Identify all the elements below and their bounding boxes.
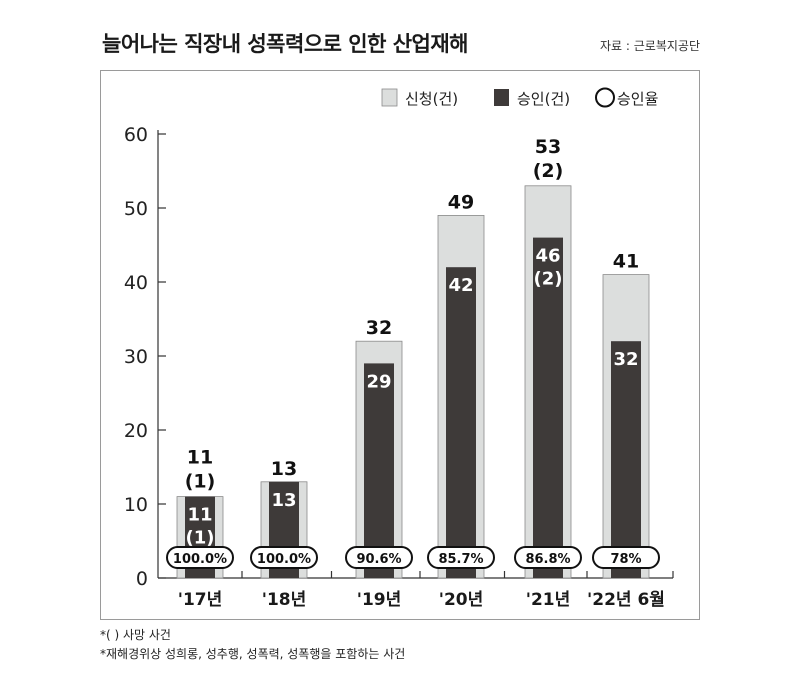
x-category-label: '17년 bbox=[178, 590, 223, 610]
x-category-label: '21년 bbox=[526, 590, 571, 610]
chart-frame bbox=[100, 70, 700, 620]
legend-approved-label: 승인(건) bbox=[517, 90, 570, 108]
y-tick-label: 40 bbox=[124, 272, 148, 294]
legend-rate-label: 승인율 bbox=[617, 90, 658, 108]
approval-rate-label: 90.6% bbox=[356, 552, 401, 567]
chart-title: 늘어나는 직장내 성폭력으로 인한 산업재해 bbox=[102, 32, 469, 56]
approval-rate-label: 86.8% bbox=[525, 552, 570, 567]
legend-applied-swatch bbox=[381, 88, 398, 107]
applied-value-label: 32 bbox=[366, 317, 392, 339]
approved-death-label: (2) bbox=[534, 269, 563, 290]
legend-approved-swatch bbox=[494, 89, 509, 106]
approval-rate-badge bbox=[345, 546, 413, 569]
x-category-label: '19년 bbox=[357, 590, 402, 610]
approval-rate-badge bbox=[427, 546, 495, 569]
approved-value-label: 11 bbox=[187, 505, 212, 526]
applied-death-label: (2) bbox=[533, 160, 564, 182]
y-tick-label: 50 bbox=[124, 198, 148, 220]
applied-value-label: 11 bbox=[187, 447, 213, 469]
bar-approved bbox=[533, 237, 563, 578]
approved-value-label: 42 bbox=[448, 275, 473, 296]
approved-value-label: 13 bbox=[271, 490, 296, 511]
approval-rate-label: 100.0% bbox=[173, 552, 227, 567]
approval-rate-label: 78% bbox=[610, 552, 641, 567]
legend-rate-symbol bbox=[595, 87, 615, 108]
x-category-label: '20년 bbox=[439, 590, 484, 610]
footnote-definition: *재해경위상 성희롱, 성추행, 성폭력, 성폭행을 포함하는 사건 bbox=[100, 647, 406, 661]
approved-value-label: 46 bbox=[535, 246, 560, 267]
bar-approved bbox=[446, 267, 476, 578]
approved-value-label: 32 bbox=[613, 349, 638, 370]
bar-approved bbox=[611, 341, 641, 578]
applied-value-label: 49 bbox=[448, 191, 474, 213]
applied-value-label: 53 bbox=[535, 136, 561, 158]
x-category-label: '18년 bbox=[262, 590, 307, 610]
y-tick-label: 60 bbox=[124, 124, 148, 146]
applied-death-label: (1) bbox=[185, 471, 216, 493]
source-label: 자료 : 근로복지공단 bbox=[600, 39, 700, 53]
approval-rate-label: 100.0% bbox=[257, 552, 311, 567]
approval-rate-badge bbox=[592, 546, 660, 569]
footnote-deaths: *( ) 사망 사건 bbox=[100, 628, 171, 642]
y-tick-label: 10 bbox=[124, 494, 148, 516]
y-tick-label: 0 bbox=[136, 568, 148, 590]
approved-death-label: (1) bbox=[186, 528, 215, 549]
bar-approved bbox=[364, 363, 394, 578]
y-tick-label: 20 bbox=[124, 420, 148, 442]
applied-value-label: 13 bbox=[271, 458, 297, 480]
approved-value-label: 29 bbox=[366, 371, 391, 392]
approval-rate-badge bbox=[514, 546, 582, 569]
approval-rate-badge bbox=[166, 546, 234, 569]
x-category-label: '22년 6월 bbox=[587, 590, 665, 610]
applied-value-label: 41 bbox=[613, 251, 639, 273]
y-tick-label: 30 bbox=[124, 346, 148, 368]
legend-applied-label: 신청(건) bbox=[405, 90, 458, 108]
approval-rate-label: 85.7% bbox=[438, 552, 483, 567]
approval-rate-badge bbox=[250, 546, 318, 569]
